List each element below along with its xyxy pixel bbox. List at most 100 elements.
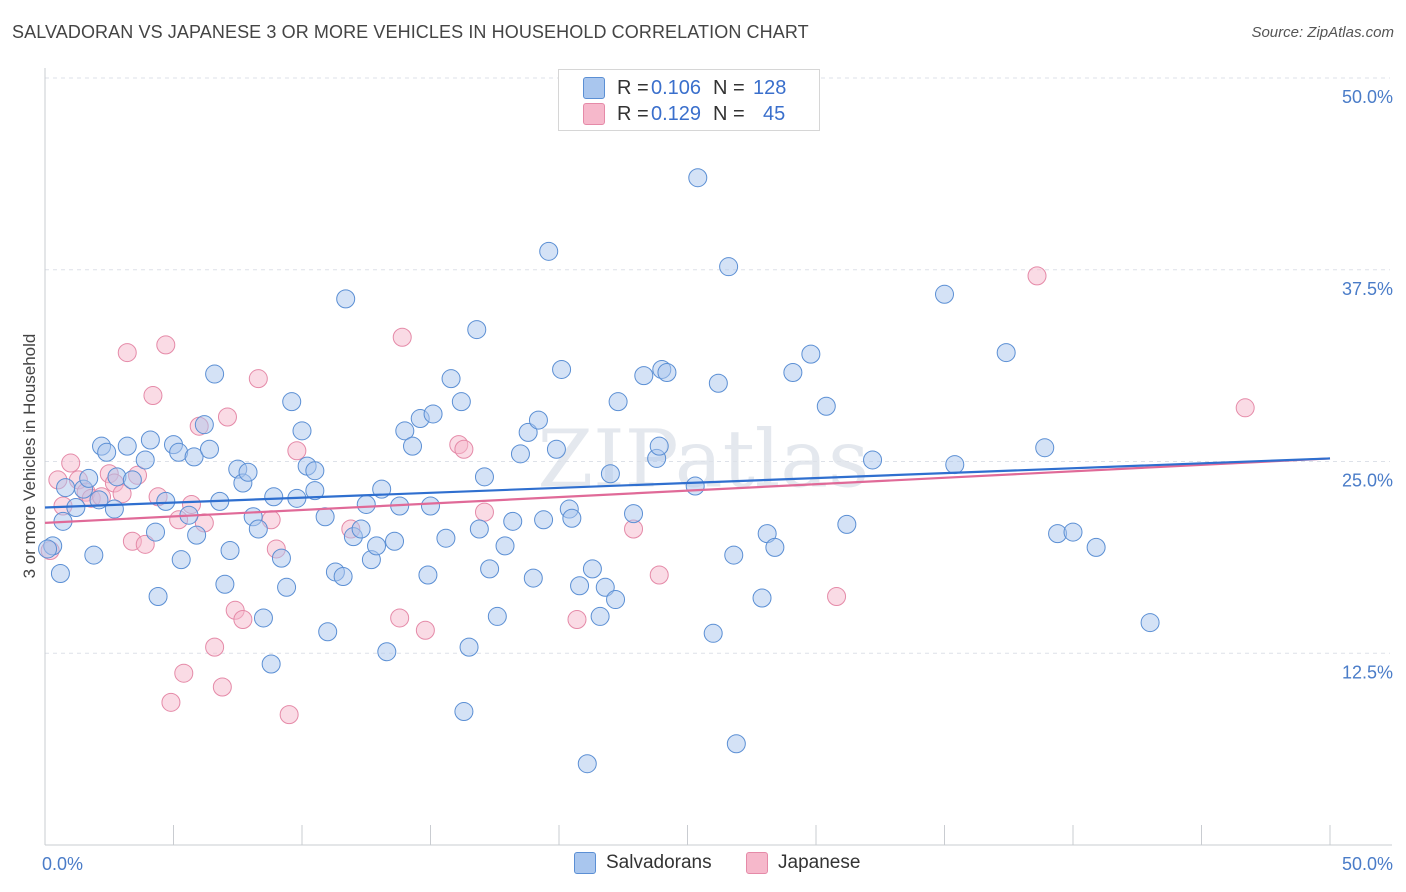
salvadoran-point	[546, 439, 566, 459]
salvadoran-point	[703, 623, 723, 643]
salvadoran-point	[205, 364, 225, 384]
japanese-point	[174, 663, 194, 683]
salvadoran-point	[1035, 438, 1055, 458]
salvadoran-point	[562, 508, 582, 528]
salvadoran-point	[38, 539, 58, 559]
japanese-point	[390, 608, 410, 628]
salvadoran-point	[801, 344, 821, 364]
y-axis-title: 3 or more Vehicles in Household	[20, 334, 39, 579]
salvadoran-point	[539, 241, 559, 261]
salvadoran-point	[606, 590, 626, 610]
y-tick-label: 50.0%	[1342, 87, 1393, 107]
salvadoran-point	[454, 702, 474, 722]
salvadoran-point	[590, 606, 610, 626]
salvadoran-point	[315, 507, 335, 527]
japanese-point	[135, 534, 155, 554]
pink-swatch-icon	[583, 103, 605, 125]
r-value: 0.129	[651, 102, 702, 125]
japanese-point	[61, 453, 81, 473]
salvadoran-point	[117, 436, 137, 456]
salvadoran-point	[156, 491, 176, 511]
salvadoran-point	[292, 421, 312, 441]
japanese-point	[205, 637, 225, 657]
legend-item-japanese[interactable]: Japanese	[746, 852, 860, 874]
r-label: R =	[617, 76, 649, 99]
salvadoran-point	[783, 363, 803, 383]
japanese-point	[217, 407, 237, 427]
salvadoran-point	[50, 563, 70, 583]
salvadoran-point	[523, 568, 543, 588]
x-tick-label: 50.0%	[1342, 854, 1393, 874]
salvadoran-point	[423, 404, 443, 424]
salvadoran-point	[194, 415, 214, 435]
salvadoran-point	[248, 519, 268, 539]
salvadoran-point	[264, 487, 284, 507]
series-legend: Salvadorans Japanese	[0, 852, 1406, 878]
salvadoran-point	[318, 622, 338, 642]
r-label: R =	[617, 102, 649, 125]
salvadoran-point	[305, 481, 325, 501]
salvadoran-point	[220, 540, 240, 560]
watermark: ZIPatlas	[538, 413, 870, 506]
salvadoran-point	[277, 577, 297, 597]
salvadoran-point	[634, 366, 654, 386]
salvadoran-point	[79, 468, 99, 488]
japanese-point	[279, 705, 299, 725]
salvadoran-point	[649, 436, 669, 456]
salvadoran-point	[84, 545, 104, 565]
salvadoran-point	[253, 608, 273, 628]
y-tick-label: 12.5%	[1342, 662, 1393, 682]
salvadoran-point	[148, 586, 168, 606]
salvadoran-point	[582, 559, 602, 579]
salvadoran-point	[367, 536, 387, 556]
japanese-trend-line	[44, 457, 1331, 524]
r-value: 0.106	[651, 76, 702, 99]
salvadoran-point	[688, 168, 708, 188]
salvadoran-point	[56, 478, 76, 498]
salvadoran-point	[140, 430, 160, 450]
salvadoran-point	[436, 528, 456, 548]
salvadoran-point	[600, 464, 620, 484]
salvadoran-point	[467, 320, 487, 340]
pink-swatch-icon	[746, 852, 768, 874]
salvadoran-point	[863, 450, 883, 470]
salvadoran-point	[187, 525, 207, 545]
blue-swatch-icon	[583, 77, 605, 99]
salvadoran-point	[996, 343, 1016, 363]
salvadoran-point	[377, 642, 397, 662]
japanese-point	[287, 441, 307, 461]
salvadoran-point	[657, 363, 677, 383]
salvadoran-point	[510, 444, 530, 464]
salvadoran-point	[395, 421, 415, 441]
salvadoran-point	[935, 284, 954, 304]
salvadoran-point	[459, 637, 479, 657]
japanese-point	[143, 386, 163, 406]
japanese-point	[248, 369, 268, 389]
salvadoran-point	[336, 289, 356, 309]
salvadoran-point	[215, 574, 235, 594]
salvadoran-point	[441, 369, 461, 389]
salvadoran-point	[487, 606, 507, 626]
salvadoran-point	[552, 359, 572, 379]
salvadoran-point	[351, 519, 371, 539]
n-value: 45	[763, 102, 786, 125]
salvadoran-point	[765, 537, 785, 557]
salvadoran-point	[726, 734, 746, 754]
salvadoran-point	[135, 450, 155, 470]
salvadoran-point	[122, 470, 142, 490]
japanese-point	[161, 692, 181, 712]
japanese-point	[392, 327, 412, 347]
salvadoran-point	[474, 467, 494, 487]
salvadoran-point	[261, 654, 281, 674]
japanese-point	[827, 586, 847, 606]
salvadoran-point	[708, 373, 728, 393]
legend-label: Salvadorans	[606, 852, 712, 873]
salvadoran-point	[421, 496, 440, 516]
salvadoran-point	[945, 455, 965, 475]
salvadoran-point	[1063, 522, 1083, 542]
legend-item-salvadorans[interactable]: Salvadorans	[574, 852, 712, 874]
salvadoran-point	[238, 462, 258, 482]
y-tick-label: 37.5%	[1342, 279, 1393, 299]
salvadoran-point	[469, 519, 489, 539]
